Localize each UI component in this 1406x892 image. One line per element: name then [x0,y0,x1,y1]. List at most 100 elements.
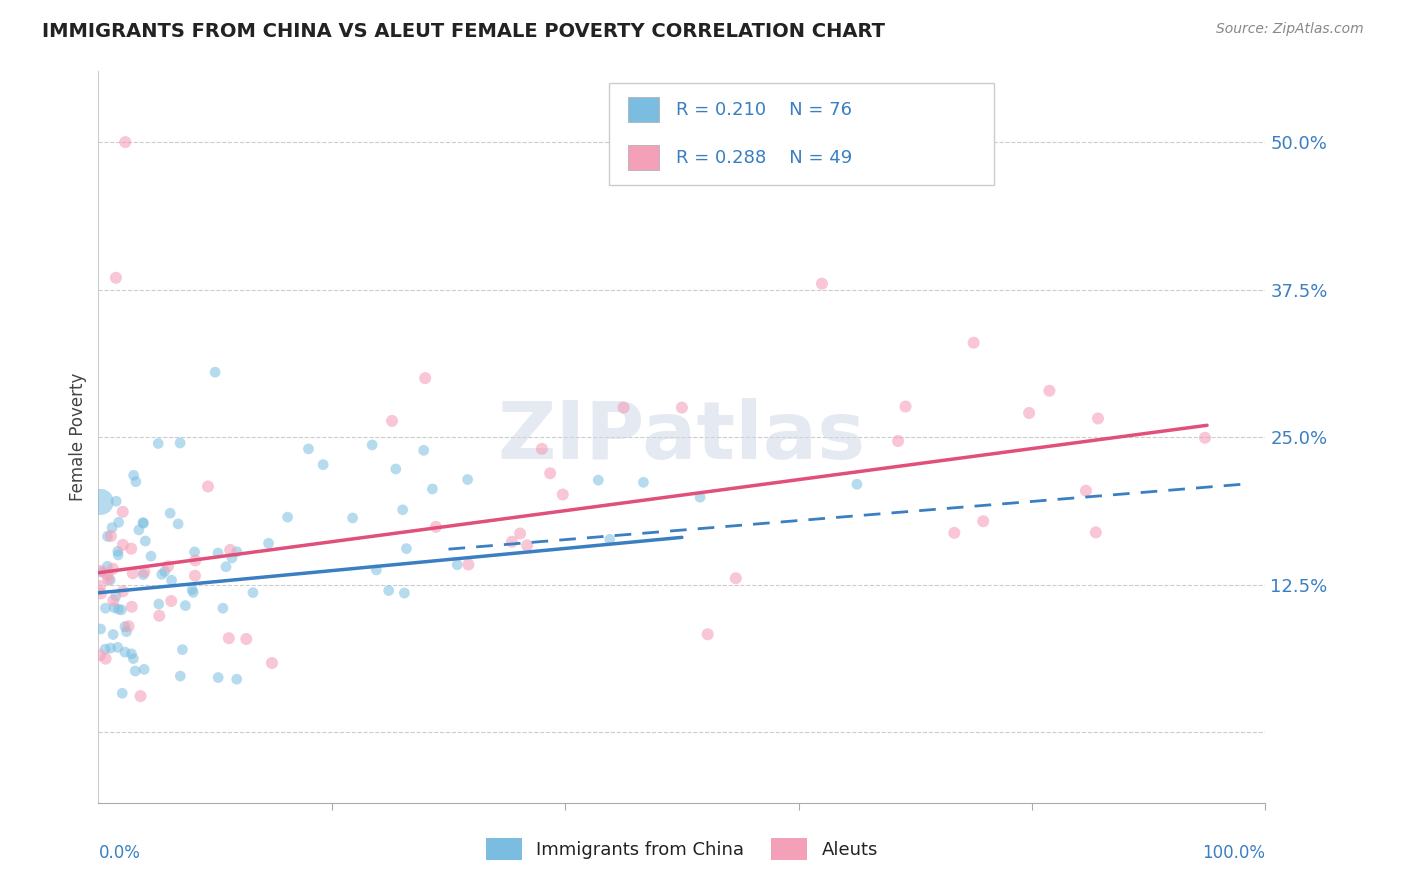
Point [943,525,966,540]
Point [107,602,129,616]
Point [96,559,118,574]
Point [297,442,319,456]
Point [111,686,134,700]
Point [962,335,984,350]
Point [221,550,243,565]
Point [134,662,156,676]
Point [101,562,124,576]
Point [342,511,364,525]
Point [1018,406,1040,420]
Text: R = 0.288    N = 49: R = 0.288 N = 49 [676,149,852,167]
Point [225,672,247,686]
Point [395,541,418,556]
Point [94,601,117,615]
Point [90,586,112,600]
Point [689,490,711,504]
Point [103,593,125,607]
Point [124,664,146,678]
Text: 0.0%: 0.0% [98,844,141,862]
Point [121,647,143,661]
Point [671,401,693,415]
Point [101,521,124,535]
Point [212,601,235,615]
Point [1194,431,1216,445]
Point [122,651,145,665]
Point [150,567,173,582]
Point [169,669,191,683]
Point [125,475,148,489]
Point [100,641,122,656]
Point [260,656,283,670]
Point [169,436,191,450]
Point [218,631,240,645]
Text: Source: ZipAtlas.com: Source: ZipAtlas.com [1216,22,1364,37]
Point [97,572,120,586]
Point [89,579,111,593]
Point [588,473,610,487]
Point [148,436,170,450]
Point [148,597,170,611]
Text: ZIPatlas: ZIPatlas [498,398,866,476]
Point [115,624,138,639]
Point [114,620,136,634]
Point [457,473,479,487]
Point [530,442,553,456]
Point [366,563,388,577]
Point [98,573,121,587]
Text: R = 0.210    N = 76: R = 0.210 N = 76 [676,101,852,119]
Point [501,534,523,549]
Point [184,568,207,582]
Point [219,543,242,558]
Point [257,536,280,550]
Point [377,583,399,598]
Point [111,584,134,599]
Point [172,642,194,657]
Point [207,671,229,685]
Point [134,534,156,549]
Point [207,546,229,560]
Point [1038,384,1060,398]
Point [129,689,152,703]
Point [160,573,183,587]
Point [181,585,204,599]
Point [114,645,136,659]
Point [1084,525,1107,540]
Point [90,622,112,636]
Point [509,526,531,541]
Point [633,475,655,490]
Point [107,516,129,530]
Point [516,538,538,552]
Point [90,565,112,579]
Point [89,648,111,663]
Point [312,458,335,472]
Point [174,599,197,613]
Point [887,434,910,448]
Point [413,371,436,385]
Point [599,533,621,547]
Point [181,582,204,597]
Point [724,571,747,585]
Point [139,549,162,564]
Point [184,553,207,567]
Point [204,365,226,379]
Point [197,479,219,493]
Point [613,401,636,415]
Point [121,566,143,581]
Point [972,514,994,528]
Point [1074,483,1097,498]
Point [422,482,444,496]
Point [132,516,155,530]
Point [132,516,155,531]
Point [446,558,468,572]
Point [121,599,143,614]
Text: IMMIGRANTS FROM CHINA VS ALEUT FEMALE POVERTY CORRELATION CHART: IMMIGRANTS FROM CHINA VS ALEUT FEMALE PO… [42,22,886,41]
Point [153,565,176,579]
Point [122,468,145,483]
Point [425,520,447,534]
Point [385,462,408,476]
Point [242,585,264,599]
Point [811,277,834,291]
Point [412,443,434,458]
Y-axis label: Female Poverty: Female Poverty [69,373,87,501]
Point [114,135,136,149]
